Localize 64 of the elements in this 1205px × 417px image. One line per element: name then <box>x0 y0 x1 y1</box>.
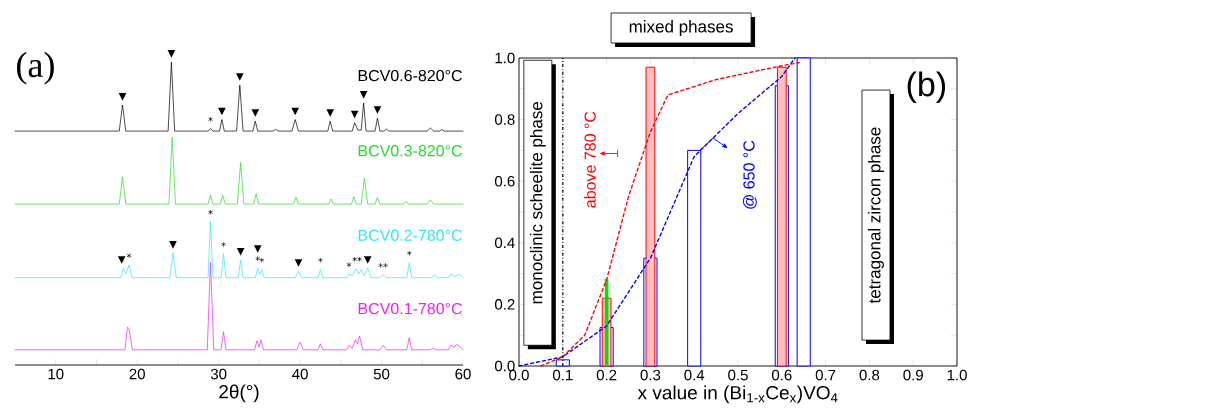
annotation: monoclinic scheelite phase <box>529 101 546 304</box>
annotation: ▼ <box>169 240 177 249</box>
bar <box>604 279 609 367</box>
annotation: ▼ <box>118 93 127 101</box>
y-tick-label: 0.8 <box>494 114 515 125</box>
annotation: (a) <box>17 51 54 85</box>
series-label: BCV0.1-780°C <box>358 302 462 315</box>
annotation: * <box>378 263 383 268</box>
annotation: ▼ <box>253 245 262 253</box>
y-tick-label: 0.6 <box>494 175 515 187</box>
x-tick-label: 0.5 <box>728 369 748 381</box>
annotation: ▼ <box>218 107 226 116</box>
x-tick-label: 50 <box>373 368 390 380</box>
annotation: ▼ <box>167 50 176 58</box>
y-tick-label: 1.0 <box>495 52 515 64</box>
x-tick-label: 20 <box>129 368 145 380</box>
annotation: * <box>259 257 265 263</box>
series-label: BCV0.6-820°C <box>358 69 462 82</box>
series-label: BCV0.3-820°C <box>358 145 462 157</box>
x-tick-label: 0.3 <box>640 369 661 381</box>
annotation: ▼ <box>294 259 303 267</box>
x-tick-label: 60 <box>455 368 471 380</box>
annotation: ▼ <box>291 107 300 116</box>
annotation: ▼ <box>350 110 359 119</box>
annotation: * <box>346 262 352 267</box>
annotation: * <box>221 242 226 247</box>
annotation: ▼ <box>236 247 245 256</box>
annotation: ▼ <box>251 109 260 117</box>
annotation: ▼ <box>117 256 126 264</box>
x-tick-label: 0.7 <box>815 369 836 381</box>
text: mixed phases <box>629 20 733 36</box>
x-tick-label: 1.0 <box>947 369 967 381</box>
x-tick-label: 0.1 <box>552 369 573 381</box>
y-tick-label: 0.4 <box>494 237 515 249</box>
x-tick-label: 0.6 <box>771 369 792 381</box>
legend-label: above 780 °C <box>584 111 596 208</box>
x-tick-label: 30 <box>210 368 227 380</box>
x-tick-label: 0.9 <box>903 369 923 381</box>
annotation: * <box>255 256 260 261</box>
annotation: ▼ <box>373 106 382 114</box>
annotation: * <box>318 257 323 263</box>
annotation: * <box>208 116 213 122</box>
annotation: * <box>357 256 362 262</box>
x-tick-label: 0.4 <box>684 369 705 381</box>
annotation: ▼ <box>363 256 372 264</box>
annotation: ▼ <box>359 91 368 99</box>
x-tick-label: 10 <box>48 368 64 380</box>
x-tick-label: 40 <box>292 368 308 380</box>
x-axis-title: 2θ(°) <box>219 384 259 403</box>
annotation: (b) <box>907 71 946 104</box>
y-tick-label: 0.2 <box>494 299 515 310</box>
annotation: * <box>352 256 357 262</box>
x-axis-title: x value in (Bi$_{1-x}$Ce$_{x}$)VO$_{4}$ <box>637 385 838 404</box>
annotation: ▼ <box>326 109 335 117</box>
annotation: * <box>126 253 132 258</box>
text: @ 650 °C <box>742 140 757 209</box>
annotation: * <box>383 263 388 268</box>
annotation: tetragonal zircon phase <box>868 127 884 304</box>
annotation: * <box>208 210 213 215</box>
x-tick-label: 0.2 <box>596 369 617 381</box>
annotation: ▼ <box>236 73 244 81</box>
x-tick-label: 0.8 <box>859 369 880 381</box>
series-label: BCV0.2-780°C <box>358 229 462 241</box>
annotation: * <box>407 250 412 256</box>
